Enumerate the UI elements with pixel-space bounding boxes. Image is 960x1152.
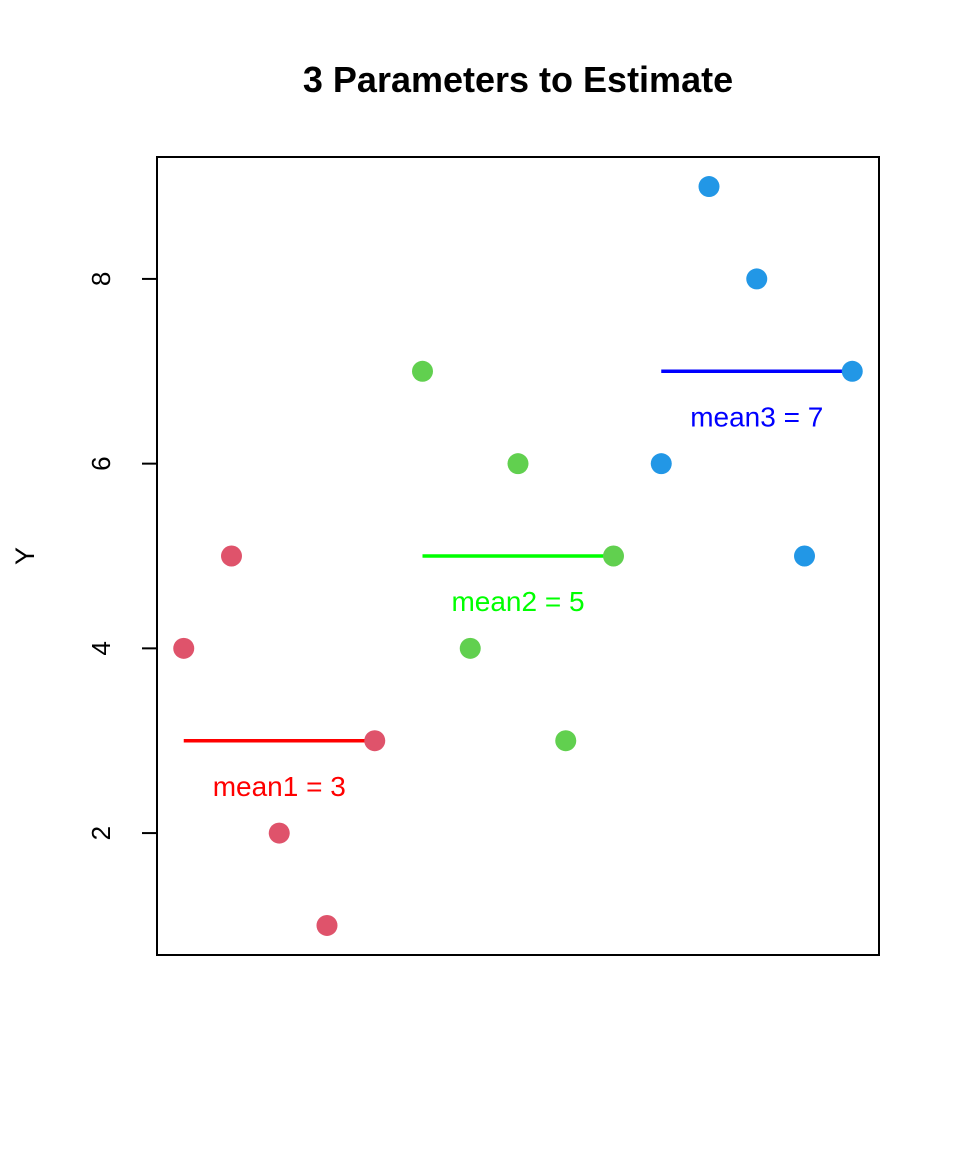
y-tick-label: 2 [86,826,116,840]
point [698,176,720,198]
point [794,545,816,567]
y-tick-label: 8 [86,272,116,286]
point [746,268,768,290]
point [411,360,433,382]
mean-label: mean1 = 3 [213,771,346,802]
chart-title: 3 Parameters to Estimate [303,59,733,100]
y-axis-label: Y [10,547,40,565]
point [603,545,625,567]
mean-label: mean2 = 5 [451,586,584,617]
y-tick-label: 6 [86,456,116,470]
point [316,914,338,936]
plot-frame [156,156,880,956]
point [507,453,529,475]
point [459,637,481,659]
point [841,360,863,382]
mean-label: mean3 = 7 [690,401,823,432]
point [173,637,195,659]
point [364,730,386,752]
point [555,730,577,752]
point [650,453,672,475]
y-tick-label: 4 [86,641,116,655]
point [268,822,290,844]
point [220,545,242,567]
